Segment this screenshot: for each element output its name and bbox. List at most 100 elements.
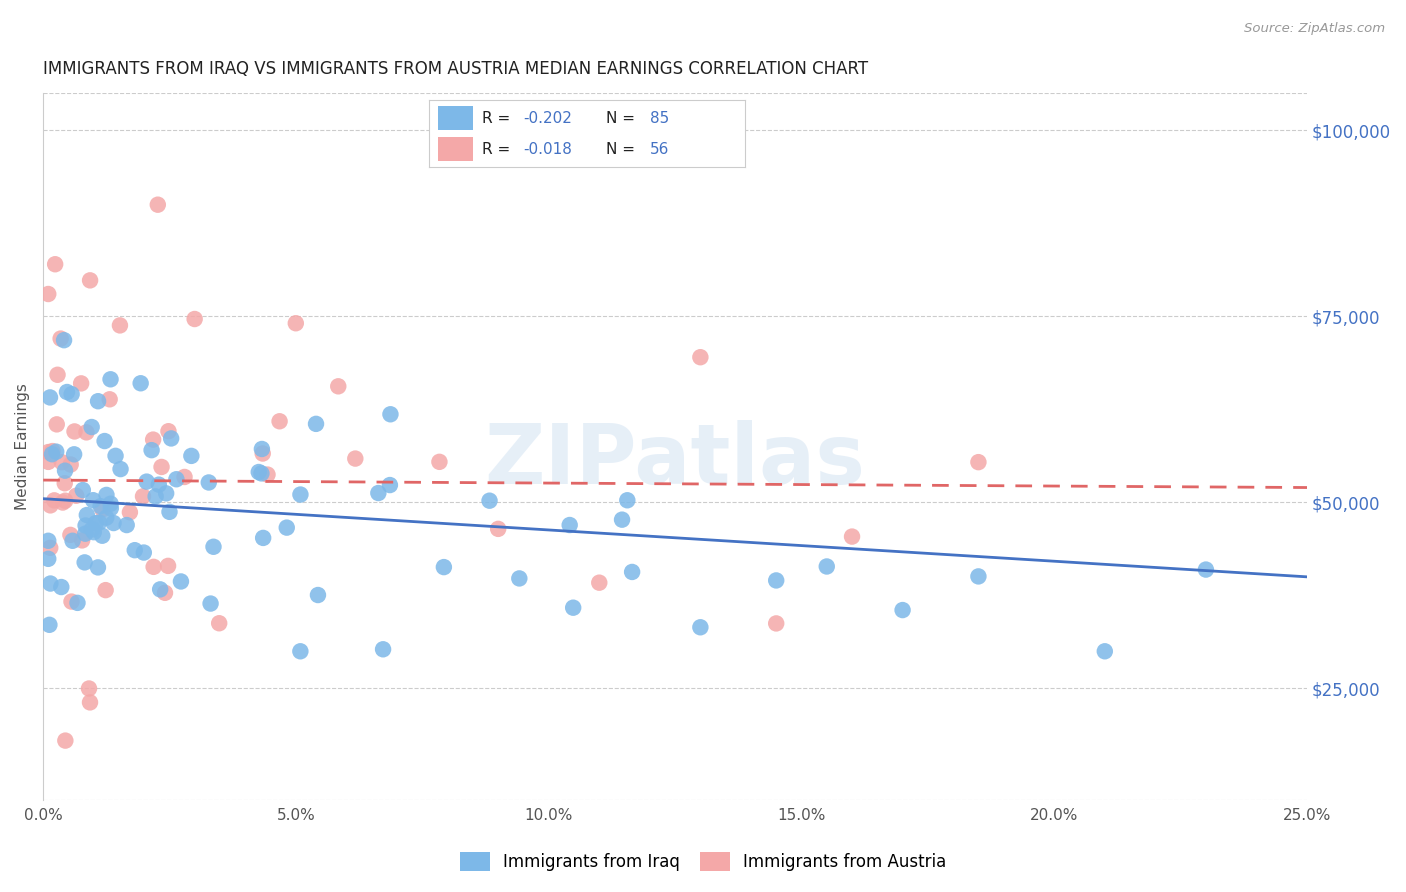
Point [305, 417, 328, 431]
Point [967, 455, 990, 469]
Text: IMMIGRANTS FROM IRAQ VS IMMIGRANTS FROM AUSTRIA MEDIAN EARNINGS CORRELATION CHAR: IMMIGRANTS FROM IRAQ VS IMMIGRANTS FROM … [44, 60, 869, 78]
Point [90, 499, 112, 513]
Point [39, 541, 62, 555]
Point [841, 530, 863, 544]
Point [110, 462, 132, 476]
Point [508, 571, 530, 585]
Point [91, 502, 114, 516]
Point [53, 333, 76, 347]
Point [132, 545, 155, 559]
Point [77, 681, 100, 696]
Point [51, 455, 73, 469]
Point [689, 350, 711, 364]
Point [56, 384, 79, 399]
Point [150, 459, 173, 474]
Point [84, 516, 107, 531]
Point [87, 394, 110, 409]
Point [63, 447, 86, 461]
Point [129, 376, 152, 391]
Point [290, 487, 312, 501]
Point [53, 493, 76, 508]
Point [284, 316, 307, 330]
Point [247, 465, 270, 479]
Point [486, 522, 509, 536]
Point [429, 455, 451, 469]
Point [45, 444, 67, 458]
Point [37, 533, 59, 548]
Point [142, 433, 165, 447]
Point [75, 425, 97, 440]
Point [104, 449, 127, 463]
Point [1195, 563, 1218, 577]
Point [378, 478, 401, 492]
Point [157, 558, 180, 573]
Point [170, 574, 193, 589]
Point [75, 518, 97, 533]
Point [202, 540, 225, 554]
Point [60, 387, 83, 401]
Point [558, 518, 581, 533]
Point [51, 580, 73, 594]
Point [145, 490, 167, 504]
Point [96, 510, 118, 524]
Point [153, 586, 176, 600]
Point [66, 596, 89, 610]
Point [200, 597, 222, 611]
Point [433, 560, 456, 574]
Point [93, 434, 115, 448]
Point [269, 414, 291, 428]
Point [38, 617, 60, 632]
Point [380, 407, 402, 421]
Point [256, 467, 278, 482]
Point [39, 499, 62, 513]
Point [100, 372, 122, 386]
Point [98, 392, 121, 407]
Legend: Immigrants from Iraq, Immigrants from Austria: Immigrants from Iraq, Immigrants from Au… [451, 843, 955, 880]
Point [1094, 644, 1116, 658]
Point [115, 518, 138, 533]
Point [610, 513, 633, 527]
Point [72, 483, 94, 497]
Point [290, 644, 312, 658]
Point [478, 493, 501, 508]
Point [76, 508, 98, 522]
Point [52, 495, 75, 509]
Point [53, 476, 76, 491]
Point [252, 446, 274, 460]
Point [250, 442, 273, 456]
Point [135, 475, 157, 489]
Point [94, 583, 117, 598]
Point [65, 489, 87, 503]
Point [37, 445, 59, 459]
Point [79, 695, 101, 709]
Point [367, 486, 389, 500]
Point [276, 521, 298, 535]
Point [70, 533, 93, 548]
Point [159, 505, 181, 519]
Point [49, 332, 72, 346]
Point [87, 560, 110, 574]
Point [132, 489, 155, 503]
Point [124, 543, 146, 558]
Point [307, 588, 329, 602]
Point [173, 470, 195, 484]
Point [44, 257, 66, 271]
Point [588, 575, 610, 590]
Point [157, 424, 180, 438]
Point [83, 525, 105, 540]
Point [765, 574, 787, 588]
Point [160, 432, 183, 446]
Point [149, 582, 172, 597]
Point [46, 368, 69, 382]
Point [41, 447, 63, 461]
Point [108, 318, 131, 333]
Y-axis label: Median Earnings: Median Earnings [15, 384, 30, 510]
Point [53, 733, 76, 747]
Point [118, 505, 141, 519]
Point [59, 458, 82, 472]
Text: ZIPatlas: ZIPatlas [485, 420, 866, 501]
Point [37, 287, 59, 301]
Point [252, 531, 274, 545]
Point [39, 391, 62, 405]
Point [183, 312, 205, 326]
